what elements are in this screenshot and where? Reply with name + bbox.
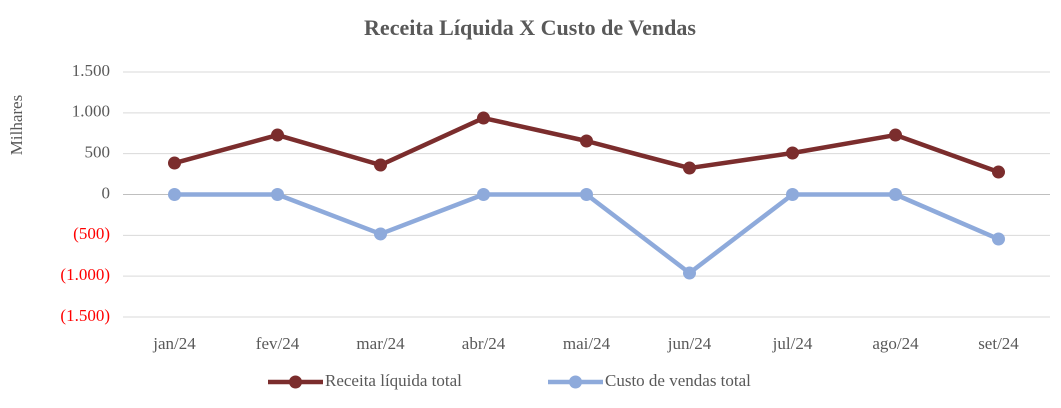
y-tick-label: (500) [73, 224, 110, 243]
data-point [889, 128, 902, 142]
data-point [992, 165, 1005, 179]
y-tick-label: 1.500 [72, 61, 110, 80]
data-point [271, 188, 284, 201]
x-tick-label: mai/24 [563, 334, 611, 353]
data-point [168, 156, 181, 170]
x-tick-label: jul/24 [772, 334, 813, 353]
y-axis-title: Milhares [7, 95, 26, 155]
data-point [786, 146, 799, 160]
x-tick-label: mar/24 [356, 334, 405, 353]
data-point [374, 158, 387, 172]
data-point [477, 111, 490, 125]
chart-title: Receita Líquida X Custo de Vendas [364, 15, 696, 40]
y-tick-label: 1.000 [72, 102, 110, 121]
y-tick-label: 0 [102, 183, 111, 202]
y-tick-label: 500 [85, 143, 111, 162]
x-tick-label: set/24 [978, 334, 1019, 353]
data-point [683, 266, 696, 280]
data-point [477, 188, 490, 201]
x-tick-label: jan/24 [152, 334, 196, 353]
data-point [374, 227, 387, 241]
data-point [168, 188, 181, 201]
x-tick-label: abr/24 [462, 334, 506, 353]
data-point [683, 161, 696, 175]
legend-marker [569, 375, 582, 389]
legend-marker [289, 375, 302, 389]
data-point [889, 188, 902, 201]
x-tick-label: ago/24 [872, 334, 919, 353]
x-tick-label: jun/24 [667, 334, 712, 353]
data-point [271, 128, 284, 142]
data-point [992, 232, 1005, 246]
series-line [174, 192, 1000, 276]
data-point [786, 188, 799, 201]
y-tick-label: (1.500) [60, 306, 110, 325]
data-point [580, 134, 593, 148]
x-tick-label: fev/24 [256, 334, 300, 353]
y-tick-label: (1.000) [60, 265, 110, 284]
legend-label: Receita líquida total [325, 371, 462, 390]
data-point [580, 188, 593, 201]
legend-label: Custo de vendas total [605, 371, 751, 390]
